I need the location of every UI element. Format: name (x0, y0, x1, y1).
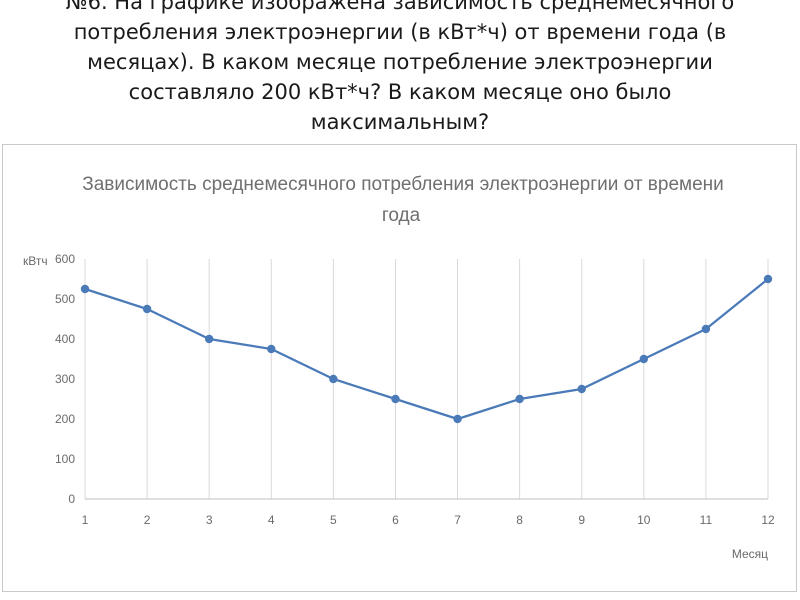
question-line: №6. На графике изображена зависимость ср… (65, 0, 735, 14)
data-point (267, 344, 276, 354)
y-tick-label: 100 (55, 452, 75, 466)
x-tick-label: 3 (206, 513, 213, 527)
x-axis-label: Месяц (732, 547, 768, 561)
data-point (80, 284, 90, 294)
question-line: месяцах). В каком месяце потребление эле… (87, 50, 713, 74)
data-point (577, 384, 586, 394)
labels: Зависимость среднемесячного потребления … (23, 174, 775, 561)
y-tick-label: 200 (55, 412, 75, 426)
x-tick-label: 10 (637, 513, 651, 527)
data-point (763, 274, 773, 284)
series (80, 274, 773, 424)
data-point (701, 324, 711, 334)
line-chart: Зависимость среднемесячного потребления … (23, 174, 775, 561)
x-tick-label: 6 (392, 513, 399, 527)
data-point (515, 394, 524, 404)
question-text: №6. На графике изображена зависимость ср… (0, 0, 800, 137)
series-line (84, 278, 769, 421)
x-tick-label: 1 (82, 513, 89, 527)
y-tick-label: 600 (55, 252, 75, 266)
data-point (329, 374, 338, 384)
y-axis-label: кВтч (23, 254, 48, 268)
question-line: составляло 200 кВт*ч? В каком месяце оно… (128, 80, 672, 104)
y-tick-label: 300 (55, 372, 75, 386)
chart-title-line: года (382, 205, 421, 226)
question-line: максимальным? (310, 110, 490, 134)
grid (84, 259, 769, 499)
data-point (453, 414, 462, 424)
question-line: потребления электроэнергии (в кВт*ч) от … (73, 20, 727, 44)
data-point (639, 354, 649, 364)
data-point (391, 394, 400, 404)
x-tick-label: 7 (454, 513, 461, 527)
x-tick-label: 12 (761, 513, 775, 527)
data-point (204, 334, 214, 344)
x-tick-label: 11 (700, 513, 713, 527)
x-tick-label: 5 (330, 513, 337, 527)
y-tick-label: 0 (68, 492, 75, 506)
x-tick-label: 4 (268, 513, 275, 527)
x-tick-label: 2 (144, 513, 151, 527)
chart-container: Зависимость среднемесячного потребления … (2, 144, 797, 592)
data-point (142, 304, 152, 314)
chart-title-line: Зависимость среднемесячного потребления … (82, 174, 724, 195)
y-tick-label: 500 (55, 292, 75, 306)
x-tick-label: 8 (516, 513, 523, 527)
y-tick-label: 400 (55, 332, 75, 346)
x-tick-label: 9 (578, 513, 585, 527)
